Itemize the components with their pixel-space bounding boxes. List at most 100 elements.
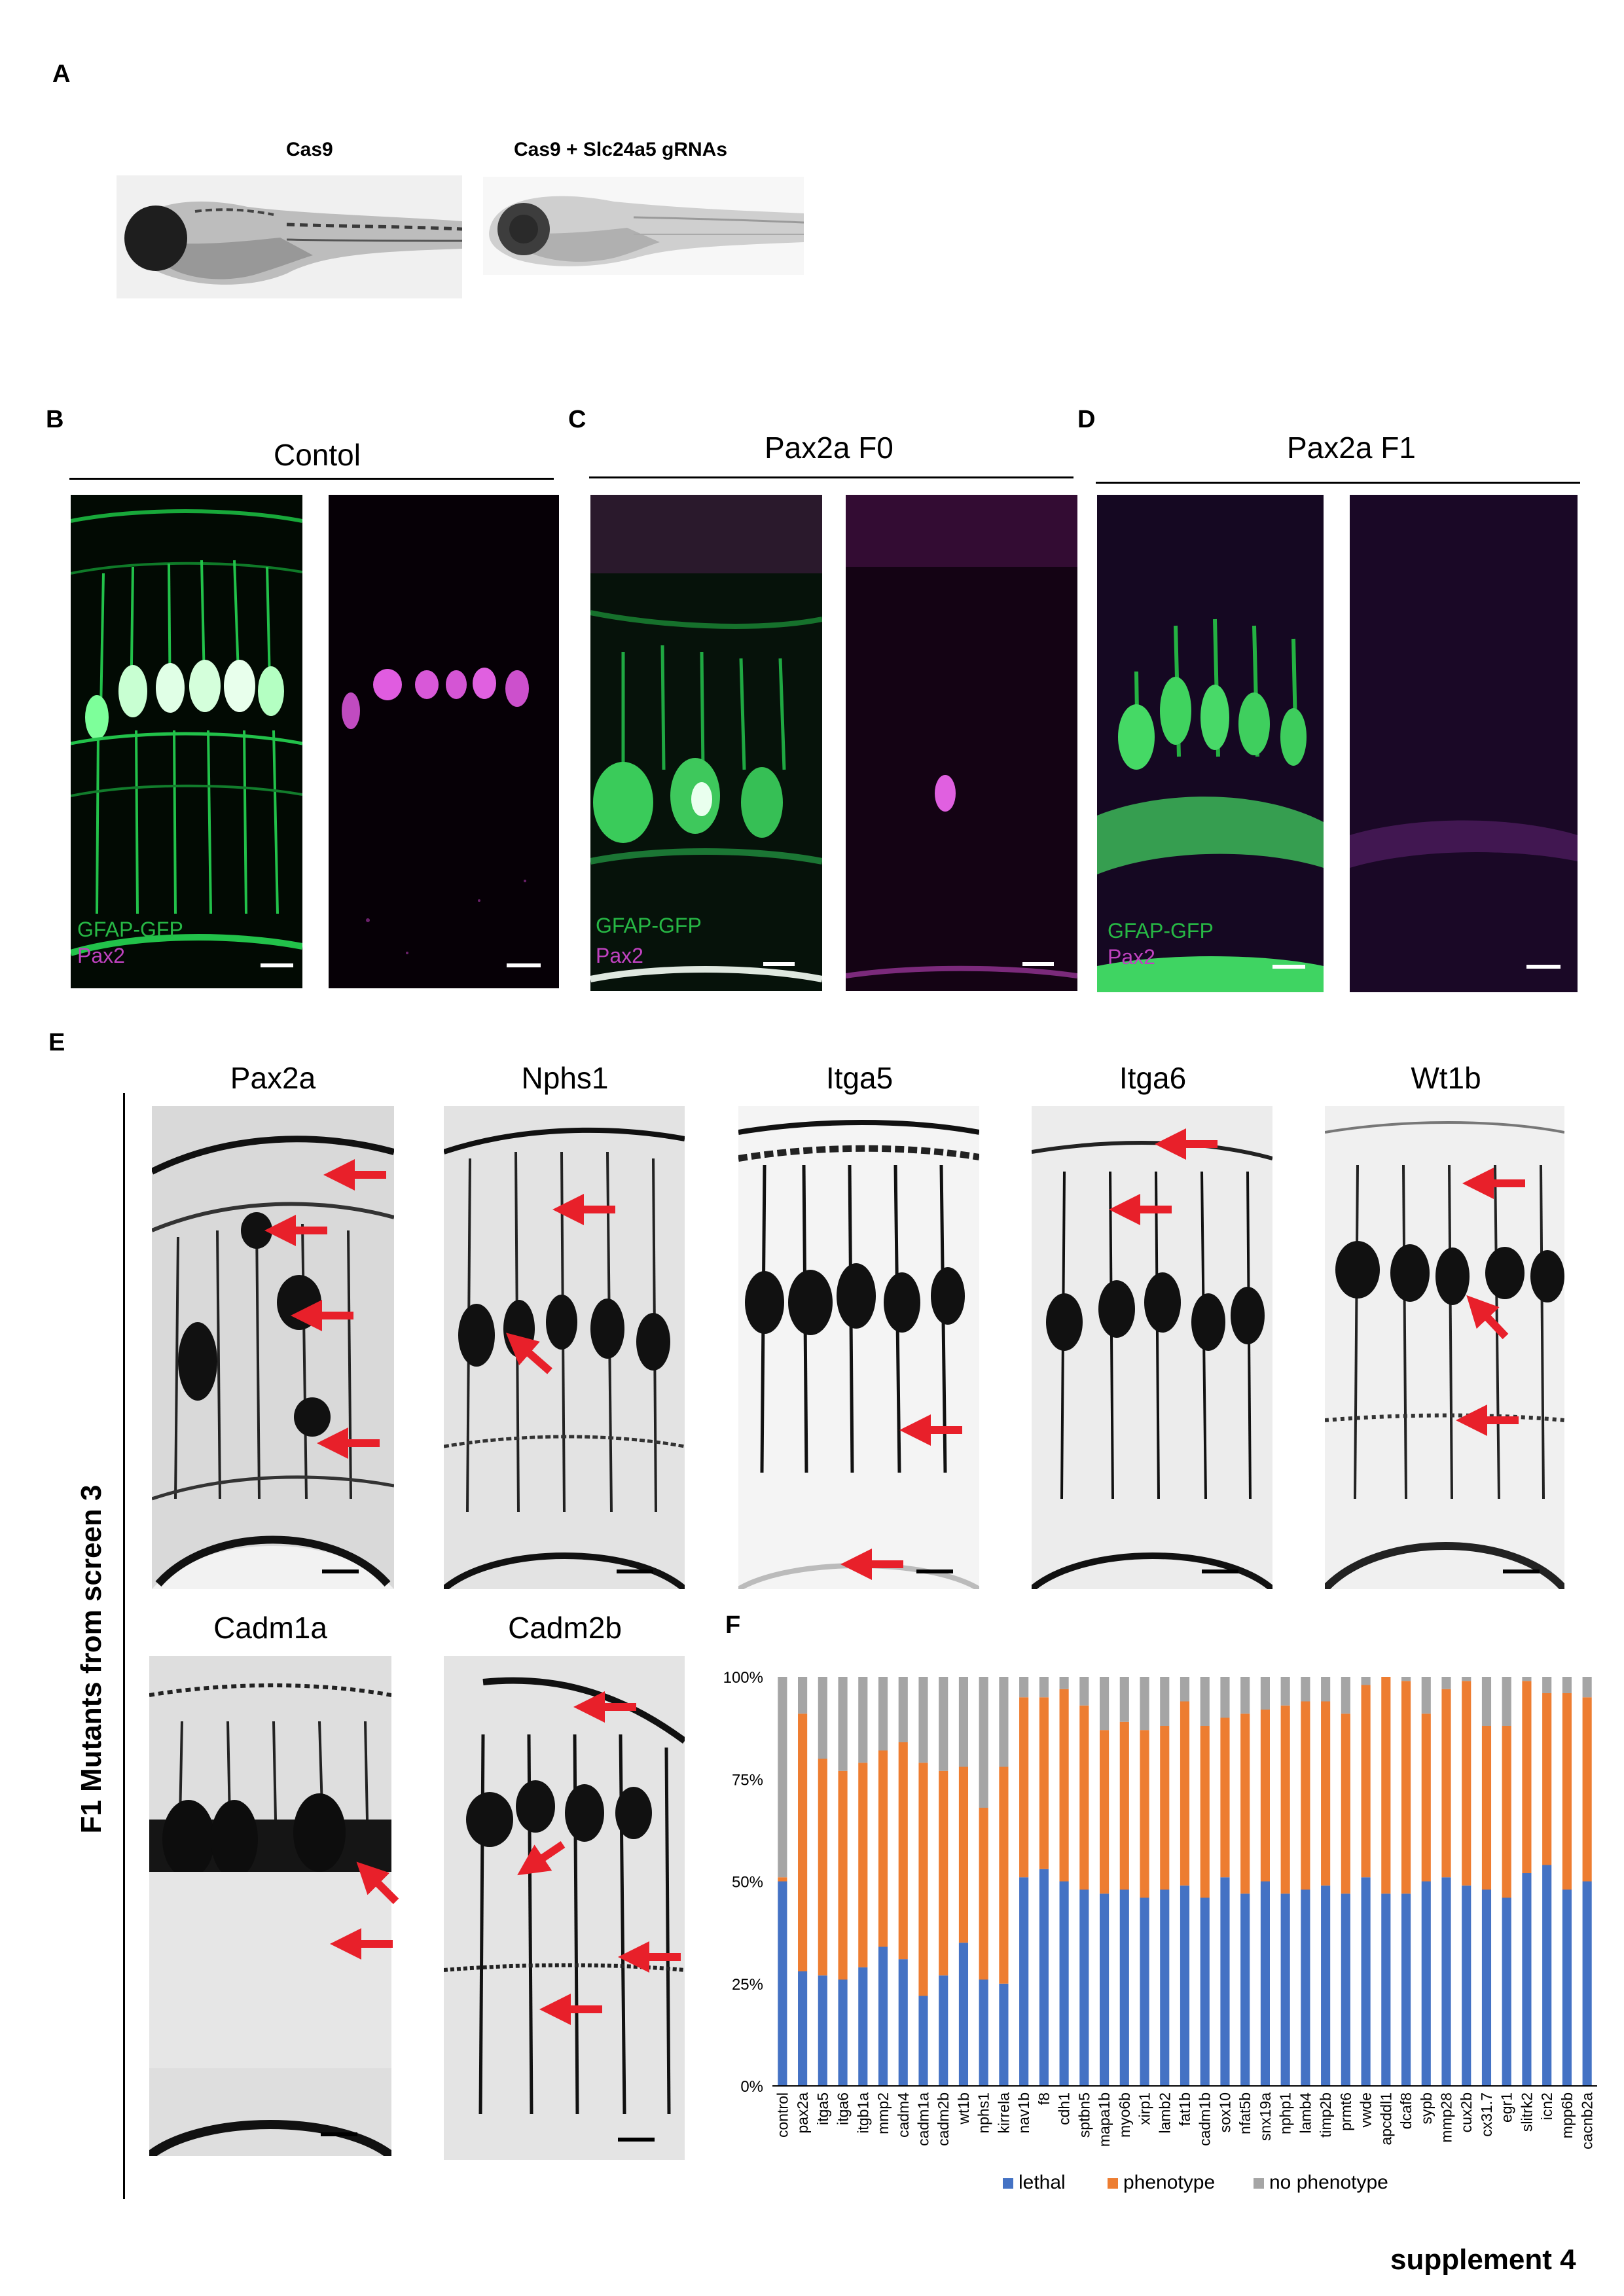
- bar-segment-lethal: [1100, 1893, 1110, 2086]
- legend-label: no phenotype: [1269, 2172, 1388, 2193]
- panel-letter-a: A: [52, 60, 71, 88]
- bar-segment-phenotype: [958, 1767, 969, 1943]
- bar-segment-no-phenotype: [1502, 1677, 1511, 1726]
- bar-segment-lethal: [1301, 1890, 1310, 2086]
- bar-segment-phenotype: [1542, 1693, 1552, 1865]
- bar-segment-phenotype: [1582, 1697, 1592, 1882]
- bar-segment-no-phenotype: [1522, 1677, 1532, 1681]
- x-tick-label: nphp1: [1277, 2092, 1294, 2134]
- bar-segment-lethal: [1240, 1893, 1250, 2086]
- micrograph-pax2a-f1-merge: GFAP-GFP Pax2: [1097, 495, 1324, 992]
- x-tick-label: pax2a: [794, 2092, 811, 2134]
- x-tick-label: dcaf8: [1398, 2092, 1415, 2129]
- bar-segment-phenotype: [818, 1759, 827, 1976]
- bar-segment-no-phenotype: [878, 1677, 888, 1751]
- bar-segment-no-phenotype: [1220, 1677, 1230, 1718]
- legend-label: phenotype: [1123, 2172, 1215, 2193]
- bar-segment-no-phenotype: [1079, 1677, 1089, 1706]
- x-tick-label: itgb1a: [854, 2092, 871, 2134]
- micrograph-control-merge: GFAP-GFP Pax2: [71, 495, 302, 988]
- bar-segment-no-phenotype: [818, 1677, 827, 1759]
- bar-segment-no-phenotype: [1160, 1677, 1170, 1726]
- micrograph-cadm1a-mutant: [149, 1656, 391, 2156]
- x-tick-label: nfat5b: [1236, 2092, 1254, 2134]
- bar-segment-lethal: [1220, 1877, 1230, 2086]
- bar-segment-lethal: [838, 1979, 848, 2086]
- x-tick-label: lamb2: [1156, 2092, 1173, 2134]
- mutant-title-nphs1: Nphs1: [521, 1061, 609, 1095]
- bar-segment-phenotype: [898, 1742, 908, 1960]
- bar-segment-phenotype: [979, 1808, 988, 1980]
- bar-segment-lethal: [958, 1943, 969, 2086]
- bar-segment-no-phenotype: [1321, 1677, 1331, 1702]
- bar-segment-lethal: [1462, 1885, 1471, 2086]
- bar-segment-no-phenotype: [838, 1677, 848, 1771]
- mutant-title-cadm2b: Cadm2b: [508, 1611, 622, 1645]
- bar-segment-lethal: [1280, 1893, 1290, 2086]
- red-arrow: [1466, 1295, 1509, 1340]
- x-tick-label: itga5: [814, 2092, 831, 2125]
- micrograph-itga6-mutant: [1032, 1106, 1272, 1589]
- bar-segment-phenotype: [1059, 1689, 1069, 1882]
- x-tick-label: cdh1: [1056, 2092, 1073, 2125]
- bar-segment-lethal: [1039, 1869, 1049, 2086]
- bar-segment-lethal: [1079, 1890, 1089, 2086]
- x-tick-label: fat1b: [1176, 2092, 1193, 2126]
- scale-bar: [1272, 965, 1305, 969]
- x-tick-label: mapa1b: [1096, 2092, 1113, 2147]
- panel-letter-d: D: [1077, 406, 1096, 433]
- x-tick-label: mmp28: [1438, 2092, 1455, 2143]
- scale-bar: [916, 1570, 953, 1573]
- x-tick-label: prmt6: [1337, 2092, 1354, 2131]
- mutant-title-pax2a: Pax2a: [230, 1061, 316, 1095]
- bar-segment-no-phenotype: [1542, 1677, 1552, 1693]
- bar-segment-lethal: [1160, 1890, 1170, 2086]
- bar-segment-no-phenotype: [1562, 1677, 1572, 1693]
- x-tick-label: f8: [1036, 2092, 1053, 2105]
- y-tick-label: 75%: [732, 1771, 763, 1789]
- bar-segment-lethal: [898, 1959, 908, 2086]
- bar-segment-no-phenotype: [1119, 1677, 1129, 1722]
- red-arrow: [356, 1861, 399, 1905]
- bar-segment-phenotype: [918, 1763, 928, 1996]
- bar-segment-lethal: [818, 1975, 827, 2086]
- x-tick-label: kirrela: [995, 2092, 1012, 2134]
- x-tick-label: snx19a: [1257, 2092, 1274, 2141]
- scale-bar: [763, 962, 795, 966]
- bar-segment-phenotype: [1401, 1681, 1411, 1894]
- bar-segment-lethal: [1582, 1881, 1592, 2086]
- bar-segment-phenotype: [1361, 1685, 1371, 1878]
- bar-segment-lethal: [1059, 1881, 1069, 2086]
- bar-segment-phenotype: [1502, 1726, 1511, 1898]
- panel-d-title: Pax2a F1: [1287, 431, 1416, 465]
- x-tick-label: cux2b: [1458, 2092, 1475, 2132]
- bar-segment-no-phenotype: [1059, 1677, 1069, 1689]
- panel-letter-f: F: [725, 1611, 741, 1639]
- bar-segment-no-phenotype: [918, 1677, 928, 1763]
- bar-segment-phenotype: [1562, 1693, 1572, 1890]
- x-tick-label: cadm1a: [914, 2092, 931, 2146]
- bar-segment-lethal: [1441, 1877, 1451, 2086]
- panel-c-title: Pax2a F0: [765, 431, 893, 465]
- scale-bar: [1202, 1570, 1238, 1573]
- label-gfap-gfp-f0: GFAP-GFP: [596, 914, 702, 937]
- bar-segment-phenotype: [1100, 1730, 1110, 1894]
- bar-segment-lethal: [1140, 1897, 1149, 2086]
- panel-a-title-cas9: Cas9: [286, 139, 333, 160]
- scale-bar: [617, 1570, 653, 1573]
- bar-segment-lethal: [1361, 1877, 1371, 2086]
- x-tick-label: mpp6b: [1559, 2092, 1576, 2138]
- x-tick-label: control: [774, 2092, 791, 2138]
- bar-segment-lethal: [999, 1983, 1009, 2086]
- x-tick-label: slitrk2: [1518, 2092, 1535, 2132]
- x-tick-label: wt1b: [955, 2092, 972, 2125]
- bar-segment-lethal: [1180, 1885, 1190, 2086]
- bar-segment-no-phenotype: [1019, 1677, 1029, 1698]
- x-tick-label: apcddl1: [1377, 2092, 1394, 2145]
- x-tick-label: myo6b: [1116, 2092, 1133, 2138]
- bar-segment-lethal: [1421, 1881, 1431, 2086]
- mutant-title-cadm1a: Cadm1a: [213, 1611, 327, 1645]
- bar-segment-no-phenotype: [958, 1677, 969, 1767]
- mutant-title-itga5: Itga5: [825, 1061, 893, 1095]
